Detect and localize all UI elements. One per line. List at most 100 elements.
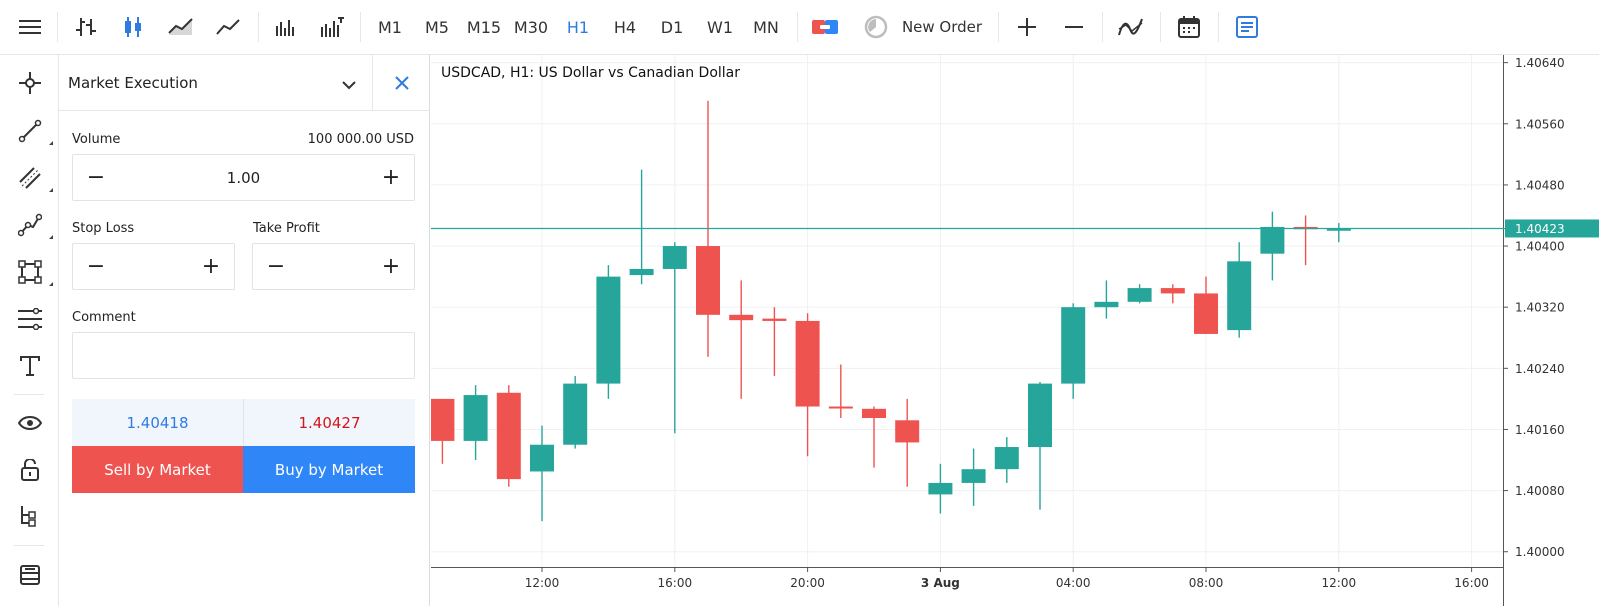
y-tick-label: 1.40320 [1515, 301, 1565, 315]
candle-body [463, 395, 488, 441]
comment-input[interactable] [72, 332, 415, 379]
order-panel: Market Execution Volume 100 000.00 USD −… [59, 55, 430, 606]
journal-icon[interactable] [1226, 0, 1268, 54]
new-order-button[interactable]: New Order [901, 18, 983, 36]
divider [998, 12, 999, 42]
y-tick-label: 1.40160 [1515, 423, 1565, 437]
buy-by-market-button[interactable]: Buy by Market [243, 446, 415, 493]
candle-body [430, 398, 455, 441]
crosshair-icon[interactable] [0, 63, 59, 103]
x-tick-label: 12:00 [1322, 576, 1357, 590]
menu-icon[interactable] [8, 0, 52, 54]
polyline-icon[interactable] [0, 205, 59, 245]
drawing-toolbar [0, 55, 59, 606]
timeframe-h1[interactable]: H1 [566, 17, 590, 37]
volume-increase-button[interactable]: + [381, 165, 401, 190]
candle-body [928, 482, 953, 495]
ask-price: 1.40427 [298, 413, 361, 432]
candle-body [1094, 301, 1119, 308]
divider [14, 394, 44, 395]
candle-body [662, 246, 687, 269]
x-tick-label: 16:00 [658, 576, 693, 590]
current-price-label: 1.40423 [1515, 222, 1565, 236]
divider [14, 545, 44, 546]
take-profit-increase-button[interactable]: + [381, 254, 401, 279]
candlestick-icon[interactable] [113, 0, 153, 54]
zoom-out-icon[interactable] [1054, 0, 1094, 54]
stop-loss-stepper[interactable]: − + [72, 243, 235, 290]
timeframe-m5[interactable]: M5 [425, 17, 449, 37]
candle-body [696, 246, 720, 315]
stop-loss-increase-button[interactable]: + [201, 254, 221, 279]
take-profit-stepper[interactable]: − + [252, 243, 415, 290]
comment-label: Comment [72, 310, 136, 325]
divider [1160, 12, 1161, 42]
bar-chart-icon[interactable] [66, 0, 106, 54]
sell-by-market-button[interactable]: Sell by Market [72, 446, 243, 493]
object-tree-icon[interactable] [0, 497, 59, 537]
candle-body [1227, 261, 1252, 331]
timeframe-w1[interactable]: W1 [707, 17, 733, 37]
stop-loss-label: Stop Loss [72, 221, 135, 236]
take-profit-decrease-button[interactable]: − [266, 254, 286, 279]
trendline-icon[interactable] [0, 111, 59, 151]
y-tick-label: 1.40240 [1515, 362, 1565, 376]
candle-body [1028, 383, 1052, 448]
price-row: 1.40418 1.40427 [72, 399, 415, 446]
timeframe-mn[interactable]: MN [753, 17, 779, 37]
take-profit-label: Take Profit [253, 221, 320, 236]
volume-amount: 100 000.00 USD [307, 132, 414, 147]
order-panel-header: Market Execution [59, 55, 430, 111]
clock-icon [860, 0, 892, 54]
area-chart-icon[interactable] [160, 0, 202, 54]
text-icon[interactable] [0, 346, 59, 386]
candle-body [629, 268, 654, 276]
visibility-icon[interactable] [0, 403, 59, 443]
order-type-title[interactable]: Market Execution [68, 74, 198, 92]
chevron-down-icon[interactable] [337, 73, 361, 97]
timeframe-m30[interactable]: M30 [513, 17, 549, 37]
lock-icon[interactable] [0, 450, 59, 490]
x-tick-label: 12:00 [525, 576, 560, 590]
chart-canvas[interactable]: 1.40423 1.40000 1.40080 1.40160 1.40240 1.403… [430, 55, 1599, 606]
volume-decrease-button[interactable]: − [86, 165, 106, 190]
timeframe-m1[interactable]: M1 [378, 17, 402, 37]
zoom-in-icon[interactable] [1007, 0, 1047, 54]
divider [797, 12, 798, 42]
candle-body [563, 383, 588, 445]
candle-body [496, 392, 521, 480]
close-icon[interactable] [372, 55, 430, 111]
candle-body [1326, 228, 1351, 231]
indicators-icon[interactable] [1110, 0, 1152, 54]
line-chart-icon[interactable] [207, 0, 249, 54]
divider [57, 12, 58, 42]
channel-icon[interactable] [0, 158, 59, 198]
candle-body [994, 447, 1019, 470]
volume-input[interactable]: 1.00 [226, 168, 261, 187]
timeframe-d1[interactable]: D1 [660, 17, 684, 37]
divider [258, 12, 259, 42]
rectangle-icon[interactable] [0, 252, 59, 292]
calendar-icon[interactable] [1168, 0, 1210, 54]
one-click-trading-icon[interactable] [806, 0, 844, 54]
candle-body [828, 406, 853, 409]
timeframe-m15[interactable]: M15 [466, 17, 502, 37]
layers-icon[interactable] [0, 555, 59, 595]
divider [1218, 12, 1219, 42]
price-chart[interactable]: 1.40423 1.40000 1.40080 1.40160 1.40240 1.403… [430, 55, 1599, 606]
y-tick-label: 1.40560 [1515, 117, 1565, 131]
timeframe-h4[interactable]: H4 [613, 17, 637, 37]
divider [360, 12, 361, 42]
volume-alt-icon[interactable] [312, 0, 352, 54]
candle-body [795, 320, 820, 407]
x-tick-label: 3 Aug [921, 576, 960, 590]
fibonacci-icon[interactable] [0, 299, 59, 339]
stop-loss-decrease-button[interactable]: − [86, 254, 106, 279]
y-tick-label: 1.40640 [1515, 56, 1565, 70]
candle-body [530, 444, 554, 472]
y-tick-label: 1.40080 [1515, 484, 1565, 498]
volume-icon[interactable] [266, 0, 306, 54]
y-tick-label: 1.40480 [1515, 178, 1565, 192]
candle-body [762, 318, 787, 321]
